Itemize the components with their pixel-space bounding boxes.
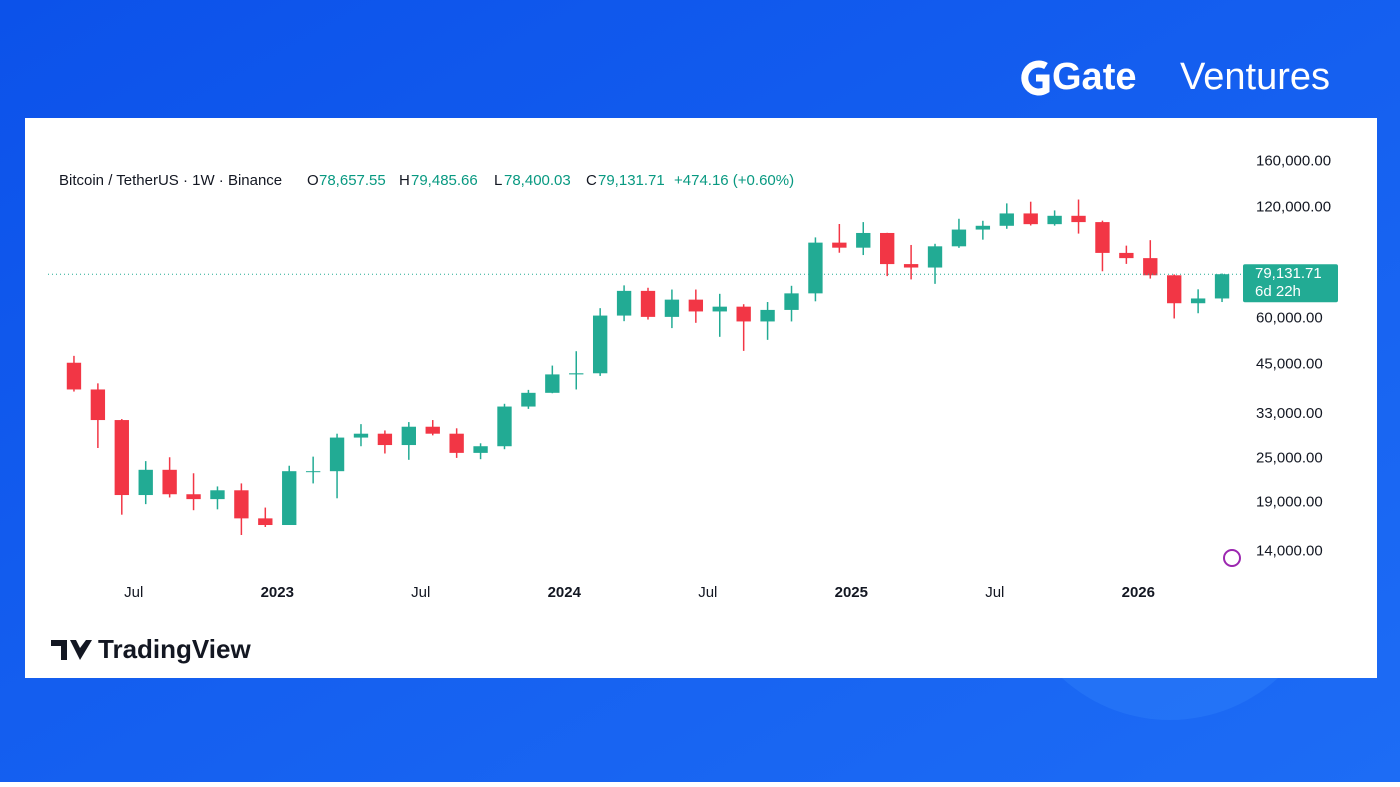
candle-body [258,518,273,526]
candle-body [1214,274,1230,299]
ohlc-value: 79,485.66 [411,172,478,189]
y-tick-label: 120,000.00 [1256,199,1331,216]
symbol: Bitcoin / TetherUS · 1W · Binance [59,172,282,189]
x-tick-label: Jul [411,584,430,601]
change: +474.16 (+0.60%) [674,172,794,189]
candle-body [186,494,201,500]
x-tick-label: Jul [124,584,143,601]
candle-body [1023,213,1038,225]
x-tick-label: Jul [698,584,717,601]
y-tick-label: 25,000.00 [1256,450,1323,467]
chart: Bitcoin / TetherUS · 1W · Binance O 78,6… [48,153,1338,601]
candle-body [66,362,82,390]
brand-suffix: Ventures [1180,56,1330,98]
candle-body [640,290,656,317]
candle-body [1119,252,1134,259]
candle-body [305,471,321,473]
candle-body [162,469,177,495]
ohlc-letter: H [399,172,410,189]
candle-body [473,446,488,453]
candle-body [521,392,536,407]
x-tick-label: Jul [985,584,1004,601]
candle-body [760,309,775,322]
indicator-icon [1223,549,1241,567]
y-tick-label: 45,000.00 [1256,355,1323,372]
candle-body [282,471,297,526]
ohlc-letter: C [586,172,597,189]
candle-body [545,374,560,393]
candle-body [808,242,823,294]
brand-logo: Gate Ventures [1021,56,1330,98]
y-tick-label: 160,000.00 [1256,153,1331,170]
x-tick-label: 2025 [835,584,868,601]
candle-body [688,299,704,312]
tv-icon [51,640,92,660]
candle-body [1047,215,1062,225]
candle-body [138,469,153,496]
price-tag [1243,264,1338,303]
candle-body [497,406,512,447]
tradingview-logo: TradingView [51,634,251,664]
y-tick-label: 33,000.00 [1256,405,1323,422]
candle-body [592,315,608,374]
candle-body [1167,275,1182,304]
brand-name: Gate [1052,56,1136,98]
candle-body [377,433,393,446]
candle-body [569,373,584,375]
ohlc-letter: L [494,172,502,189]
candle-body [736,306,751,322]
gate-icon [1021,60,1050,96]
candle-body [927,246,943,268]
candle-body [664,299,680,317]
candle-body [951,229,967,247]
candle-body [975,225,991,230]
ohlc-value: 79,131.71 [598,172,665,189]
candle-body [1071,215,1086,223]
candle-body [712,306,727,312]
candle-body [234,490,249,519]
candle-body [449,433,464,453]
x-tick-label: 2024 [548,584,582,601]
y-tick-label: 60,000.00 [1256,309,1323,326]
ohlc-value: 78,657.55 [319,172,386,189]
y-tick-label: 14,000.00 [1256,542,1323,559]
candle-body [832,242,847,248]
tv-text: TradingView [98,634,251,664]
ohlc-value: 78,400.03 [504,172,571,189]
candle-body [1095,222,1110,253]
ohlc-letter: O [307,172,319,189]
candle-body [1143,258,1158,276]
candle-body [999,213,1014,226]
candle-body [1190,298,1206,304]
candle-body [425,426,440,434]
price-tag-value: 79,131.71 [1255,265,1322,282]
price-tag-countdown: 6d 22h [1255,283,1301,300]
candle-body [401,426,416,446]
x-tick-label: 2026 [1122,584,1155,601]
candle-body [353,433,369,438]
candle-body [329,437,345,472]
candle-body [114,420,129,496]
x-tick-label: 2023 [261,584,294,601]
candle-body [210,490,225,500]
candle-body [880,232,895,265]
panel [25,118,1377,678]
candle-body [616,290,632,316]
candle-body [903,264,919,268]
candle-body [784,293,799,310]
candle-body [90,389,106,421]
candle-body [856,232,871,248]
y-tick-label: 19,000.00 [1256,493,1323,510]
